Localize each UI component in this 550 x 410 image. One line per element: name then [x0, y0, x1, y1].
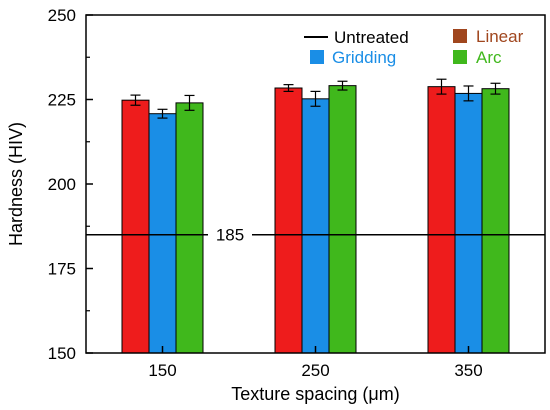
plot-area [121, 78, 510, 354]
y-tick-label: 250 [48, 6, 76, 25]
bar-linear [274, 87, 303, 354]
y-tick-label: 200 [48, 175, 76, 194]
legend-swatch-arc [453, 50, 467, 64]
y-tick-label: 150 [48, 344, 76, 363]
bar-gridding [148, 113, 177, 354]
y-tick-label: 175 [48, 260, 76, 279]
bar-linear [427, 86, 456, 354]
x-tick-label: 350 [454, 361, 482, 380]
bar-arc [175, 102, 204, 354]
bar-gridding [454, 92, 483, 354]
reference-value-label: 185 [216, 226, 244, 245]
bar-linear [121, 99, 150, 354]
legend-label-arc: Arc [476, 48, 502, 67]
x-axis-title: Texture spacing (μm) [231, 384, 399, 404]
legend-swatch-linear [453, 29, 467, 43]
legend-swatch-gridding [310, 50, 324, 64]
legend-label-linear: Linear [476, 27, 524, 46]
legend-untreated-label: Untreated [334, 28, 409, 47]
legend: Untreated Linear Gridding Arc [304, 27, 524, 67]
legend-label-gridding: Gridding [332, 48, 396, 67]
bar-arc [328, 85, 357, 354]
x-tick-label: 250 [301, 361, 329, 380]
bar-arc [481, 88, 510, 354]
axes: 150 175 200 225 250 150 250 350 185 [48, 6, 546, 380]
y-axis-title: Hardness (HIV) [6, 122, 26, 246]
bar-gridding [301, 98, 330, 354]
x-tick-label: 150 [148, 361, 176, 380]
y-tick-label: 225 [48, 91, 76, 110]
